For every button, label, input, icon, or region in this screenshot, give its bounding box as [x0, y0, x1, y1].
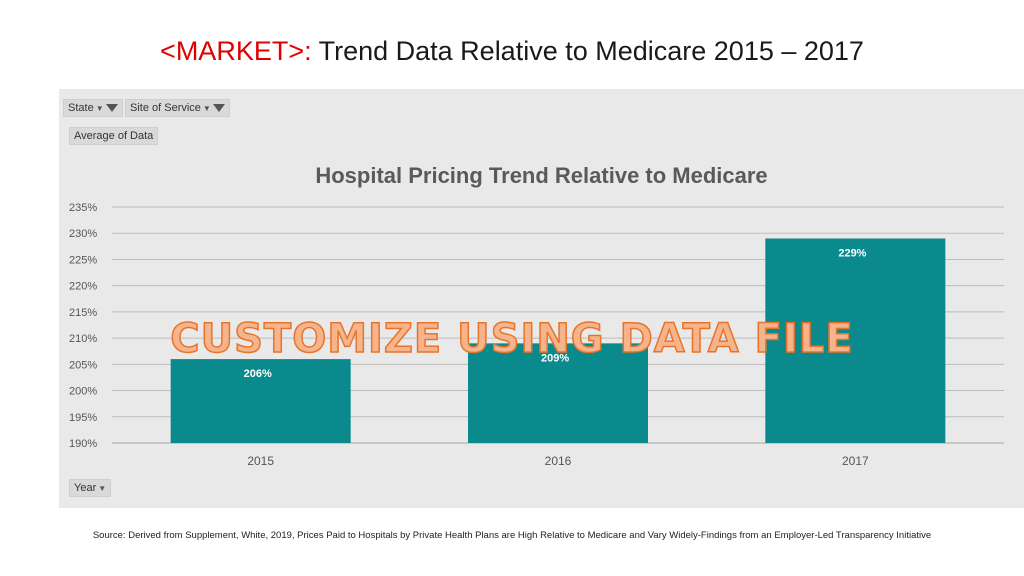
slide-title-market: <MARKET>: — [160, 36, 312, 66]
filter-icon — [105, 104, 118, 113]
y-tick-label: 210% — [69, 333, 97, 345]
state-filter-button[interactable]: State ▼ — [63, 99, 123, 117]
x-tick-label: 2016 — [545, 454, 572, 468]
y-tick-label: 200% — [69, 386, 97, 398]
filter-icon — [212, 104, 225, 113]
source-note: Source: Derived from Supplement, White, … — [92, 530, 932, 541]
year-field-label: Year — [74, 482, 97, 494]
bar — [765, 238, 946, 443]
y-tick-label: 215% — [69, 307, 97, 319]
chart-panel: State ▼ Site of Service ▼ Average of Data … — [59, 89, 1024, 508]
data-label: 206% — [244, 368, 272, 380]
chart-title: Hospital Pricing Trend Relative to Medic… — [315, 163, 768, 188]
bar-chart: 190% 195% 200% 205% 210% 215% 220% 225% 230% 235%… — [69, 202, 1004, 468]
dropdown-arrow-icon: ▼ — [98, 484, 107, 493]
value-field-button[interactable]: Average of Data — [69, 127, 159, 145]
y-tick-label: 230% — [69, 228, 97, 240]
value-field-label: Average of Data — [74, 130, 154, 142]
y-tick-label: 205% — [69, 359, 97, 371]
dropdown-arrow-icon: ▼ — [95, 104, 104, 113]
y-tick-label: 235% — [69, 202, 97, 214]
slide-title: <MARKET>: Trend Data Relative to Medicar… — [0, 36, 1024, 67]
dropdown-arrow-icon: ▼ — [202, 104, 211, 113]
state-filter-label: State — [68, 102, 94, 114]
site-of-service-filter-label: Site of Service — [130, 102, 201, 114]
year-field-button[interactable]: Year ▼ — [69, 479, 112, 497]
site-of-service-filter-button[interactable]: Site of Service ▼ — [125, 99, 230, 117]
data-label: 209% — [541, 352, 569, 364]
data-label: 229% — [838, 247, 866, 259]
bar — [468, 343, 648, 443]
y-tick-label: 220% — [69, 281, 97, 293]
x-tick-label: 2015 — [247, 454, 274, 468]
x-tick-label: 2017 — [842, 454, 869, 468]
y-tick-label: 190% — [69, 438, 97, 450]
slide-title-text: Trend Data Relative to Medicare 2015 – 2… — [311, 36, 864, 66]
y-tick-label: 225% — [69, 254, 97, 266]
bar — [170, 359, 351, 443]
y-tick-label: 195% — [69, 412, 97, 424]
